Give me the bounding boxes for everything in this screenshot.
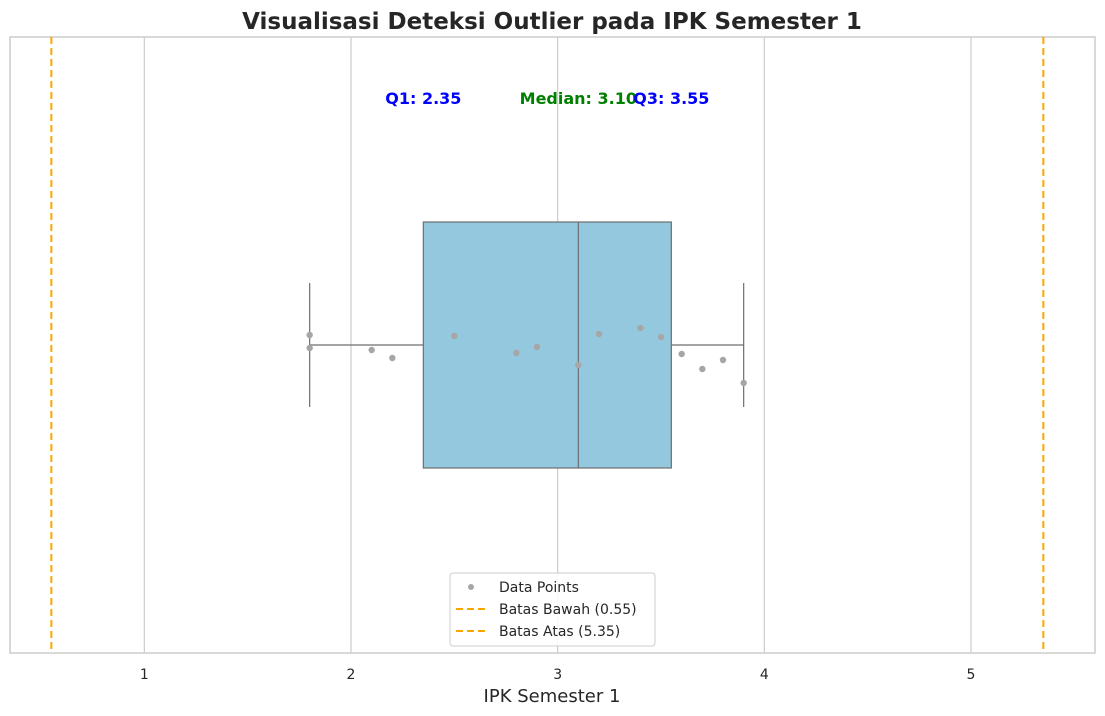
legend-label-data-points: Data Points (499, 580, 579, 596)
x-tick-label: 3 (553, 667, 562, 683)
box-plot (309, 221, 745, 469)
data-point (719, 356, 727, 364)
data-point (595, 330, 603, 338)
data-point (575, 361, 582, 369)
reference-lines (50, 37, 1045, 653)
x-tick-label: 2 (347, 667, 356, 683)
x-tick-labels: 1 2 3 4 5 (140, 667, 976, 683)
data-point (678, 350, 685, 358)
data-point (389, 354, 396, 362)
median-annotation: Median: 3.10 (520, 89, 637, 108)
q3-annotation: Q3: 3.55 (633, 89, 709, 108)
data-point (306, 331, 313, 339)
data-point (368, 346, 375, 354)
data-point (657, 333, 665, 341)
legend-label-lower-bound: Batas Bawah (0.55) (499, 602, 637, 618)
data-points (306, 324, 747, 387)
data-point (533, 343, 541, 351)
x-tick-label: 4 (760, 667, 769, 683)
x-tick-label: 1 (140, 667, 149, 683)
legend: Data Points Batas Bawah (0.55) Batas Ata… (449, 572, 656, 647)
legend-label-upper-bound: Batas Atas (5.35) (499, 624, 620, 640)
iqr-box (422, 221, 672, 469)
x-axis-label: IPK Semester 1 (484, 686, 621, 707)
legend-marker-data-points (468, 584, 474, 590)
data-point (699, 365, 706, 373)
data-point (451, 332, 458, 340)
q1-annotation: Q1: 2.35 (385, 89, 461, 108)
data-point (637, 324, 644, 332)
x-tick-label: 5 (967, 667, 976, 683)
data-point (740, 379, 747, 387)
data-point (513, 349, 520, 357)
chart-title: Visualisasi Deteksi Outlier pada IPK Sem… (242, 9, 862, 35)
legend-frame (449, 572, 656, 647)
data-point (306, 344, 313, 352)
